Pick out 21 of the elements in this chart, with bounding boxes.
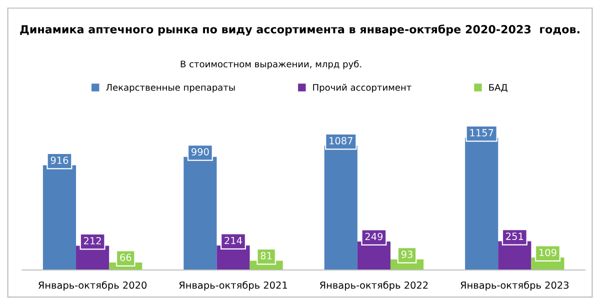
data-label: 249 xyxy=(365,232,383,240)
x-tick-label: Январь-октябрь 2023 xyxy=(460,281,569,291)
data-label: 93 xyxy=(401,250,412,258)
data-label: 109 xyxy=(540,248,556,256)
data-label: 66 xyxy=(120,254,132,262)
data-label: 251 xyxy=(506,232,524,240)
chart-subtitle: В стоимостном выражении, млрд руб. xyxy=(180,60,362,70)
data-label: 1157 xyxy=(470,129,494,136)
data-label: 1087 xyxy=(330,137,352,144)
legend-label: Лекарственные препараты xyxy=(106,84,235,93)
x-tick-label: Январь-октябрь 2022 xyxy=(320,281,428,291)
data-label: 81 xyxy=(260,252,272,260)
x-tick-label: Январь-октябрь 2020 xyxy=(38,281,147,291)
data-label: 916 xyxy=(50,156,68,164)
chart-title: Динамика аптечного рынка по виду ассортимента в январе-октябре 2020-2023 годов. xyxy=(20,24,580,36)
data-label: 214 xyxy=(224,236,242,244)
data-label: 212 xyxy=(84,237,101,244)
data-label: 990 xyxy=(192,148,209,156)
x-tick-label: Январь-октябрь 2021 xyxy=(179,281,287,291)
legend-label: БАД xyxy=(489,84,508,92)
legend-label: Прочий ассортимент xyxy=(313,84,412,93)
